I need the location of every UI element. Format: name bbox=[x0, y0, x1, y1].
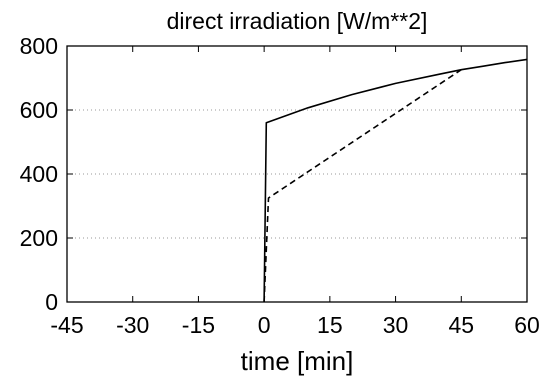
y-tick-label: 400 bbox=[20, 161, 58, 187]
y-tick-label: 600 bbox=[20, 97, 58, 123]
y-tick-label: 800 bbox=[20, 33, 58, 59]
series-line-dashed bbox=[263, 69, 462, 303]
y-tick-label: 0 bbox=[45, 289, 58, 315]
series-group bbox=[263, 58, 528, 303]
x-tick-label: 45 bbox=[448, 312, 474, 338]
y-tick-label: 200 bbox=[20, 225, 58, 251]
x-tick-label: -15 bbox=[182, 312, 215, 338]
x-tick-label: -30 bbox=[116, 312, 149, 338]
x-tick-label: 30 bbox=[383, 312, 409, 338]
x-tick-label: 0 bbox=[258, 312, 271, 338]
chart-title: direct irradiation [W/m**2] bbox=[167, 8, 428, 34]
x-tick-label: 15 bbox=[317, 312, 343, 338]
series-line-solid bbox=[263, 58, 528, 303]
axis-ticks bbox=[66, 45, 528, 303]
x-tick-label: 60 bbox=[514, 312, 540, 338]
gridlines bbox=[67, 109, 527, 239]
x-tick-label: -45 bbox=[50, 312, 83, 338]
x-axis-label: time [min] bbox=[241, 346, 354, 376]
